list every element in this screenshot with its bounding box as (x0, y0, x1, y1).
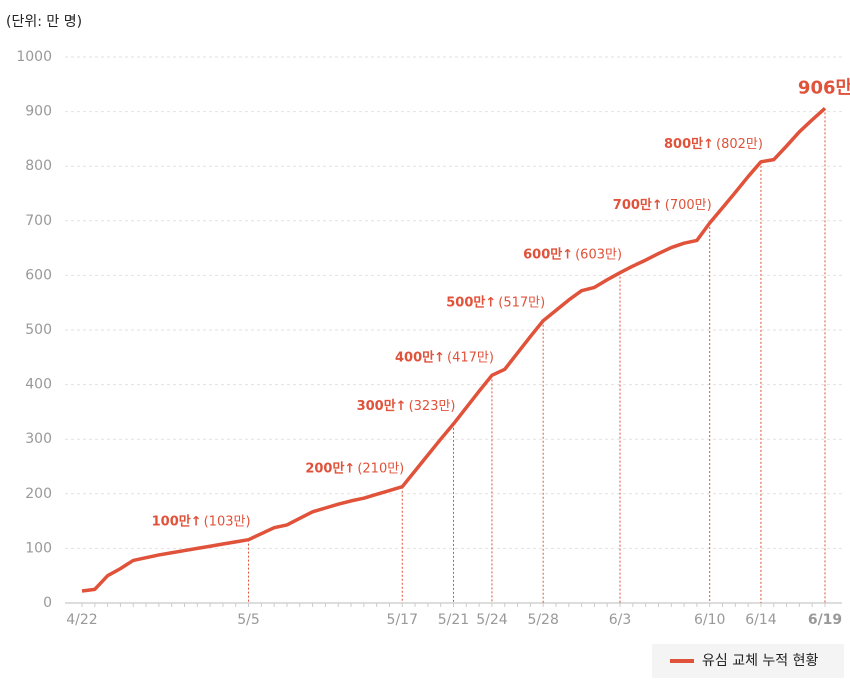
annotation-label: 100만↑ (152, 513, 202, 529)
x-tick-label: 5/5 (237, 612, 260, 628)
annotation-value: (603만) (575, 247, 622, 262)
y-tick-label: 500 (25, 322, 52, 338)
annotation-value: (700만) (665, 197, 712, 212)
annotation: 800만↑ (802만) (664, 135, 763, 151)
annotation: 300만↑ (323만) (357, 397, 456, 413)
x-tick-label: 6/3 (609, 612, 632, 628)
data-line (81, 107, 827, 593)
unit-label: (단위: 만 명) (6, 14, 82, 30)
annotation: 600만↑ (603만) (523, 246, 622, 262)
annotation-value: (323만) (409, 398, 456, 413)
y-tick-label: 800 (25, 158, 52, 174)
annotation-value: (103만) (204, 514, 251, 529)
y-tick-label: 0 (43, 595, 52, 611)
x-tick-label: 6/19 (808, 612, 842, 628)
annotation-label: 700만↑ (613, 196, 663, 212)
annotation-label: 200만↑ (305, 460, 355, 476)
annotation: 906만 (798, 77, 850, 98)
annotation: 200만↑ (210만) (305, 460, 404, 476)
legend-label: 유심 교체 누적 현황 (702, 653, 819, 669)
x-tick-label: 5/17 (387, 612, 418, 628)
y-tick-label: 900 (25, 104, 52, 120)
annotation-value: (210만) (357, 461, 404, 476)
y-tick-label: 200 (25, 486, 52, 502)
annotation: 400만↑ (417만) (395, 349, 494, 365)
x-tick-label: 5/21 (438, 612, 469, 628)
y-tick-label: 700 (25, 213, 52, 229)
annotation-value: (417만) (447, 350, 494, 365)
annotation-label: 300만↑ (357, 397, 407, 413)
annotation: 500만↑ (517만) (446, 294, 545, 310)
x-tick-label: 5/24 (476, 612, 508, 628)
annotation-label: 400만↑ (395, 349, 445, 365)
y-tick-label: 600 (25, 267, 52, 283)
x-tick-label: 5/28 (527, 612, 558, 628)
annotation: 100만↑ (103만) (152, 513, 251, 529)
y-tick-label: 400 (25, 377, 52, 393)
x-tick-label: 4/22 (66, 612, 97, 628)
y-tick-label: 300 (25, 431, 52, 447)
annotation-value: (517만) (498, 295, 545, 310)
annotation-value: (802만) (716, 136, 763, 151)
annotation-label: 800만↑ (664, 135, 714, 151)
y-tick-label: 100 (25, 540, 52, 556)
y-tick-label: 1000 (16, 49, 52, 65)
x-tick-label: 6/10 (694, 612, 725, 628)
annotation-label: 600만↑ (523, 246, 573, 262)
x-tick-label: 6/14 (745, 612, 777, 628)
annotation: 700만↑ (700만) (613, 196, 712, 212)
annotation-label: 500만↑ (446, 294, 496, 310)
